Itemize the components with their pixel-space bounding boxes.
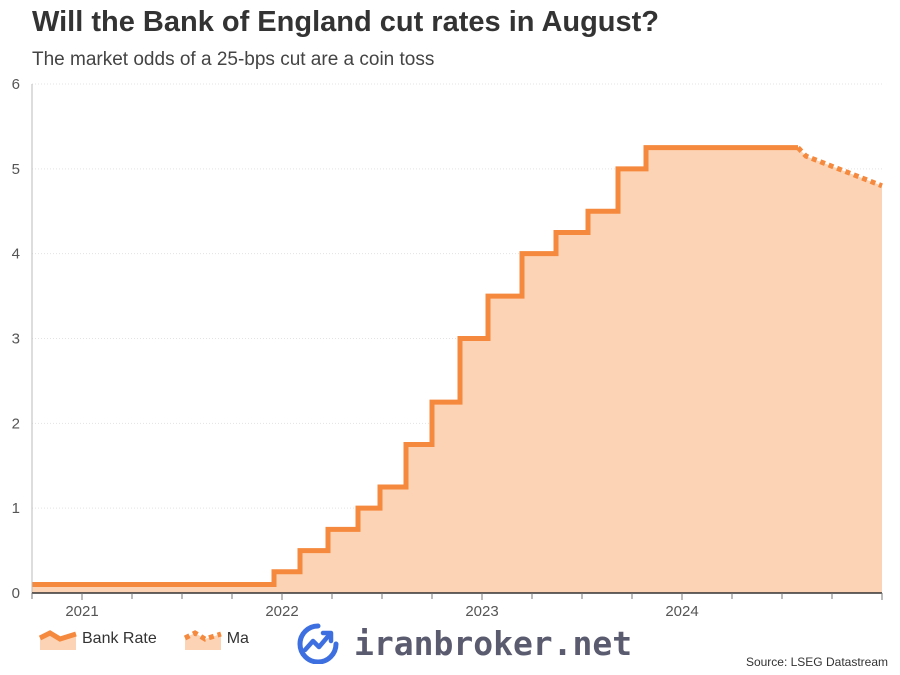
- chart-title: Will the Bank of England cut rates in Au…: [32, 6, 660, 38]
- chart-areas: [32, 147, 882, 593]
- legend-item-bank-rate[interactable]: Bank Rate: [38, 628, 157, 650]
- legend-label-bank-rate: Bank Rate: [82, 630, 157, 647]
- series-line-1: [796, 145, 883, 189]
- trend-up-icon: [297, 623, 339, 664]
- legend-item-market[interactable]: Ma: [183, 628, 249, 650]
- x-tick-labels: 2021 2022 2023 2024: [65, 603, 698, 620]
- x-tick-label: 2022: [265, 603, 298, 620]
- y-tick-label: 2: [12, 415, 20, 432]
- x-tick-label: 2023: [465, 603, 498, 620]
- y-tick-label: 3: [12, 331, 20, 348]
- chart-axes: [31, 84, 883, 600]
- y-tick-labels: 0 1 2 3 4 5 6: [12, 76, 20, 602]
- chart-lines: [32, 145, 883, 588]
- series-line-0: [32, 145, 798, 588]
- legend-swatch-dotted: [183, 630, 222, 650]
- source-note: Source: LSEG Datastream: [745, 655, 888, 669]
- x-tick-label: 2024: [665, 603, 698, 620]
- area-fill: [32, 147, 882, 593]
- y-tick-label: 1: [12, 500, 20, 517]
- watermark-text: iranbroker.net: [354, 623, 633, 663]
- chart-subtitle: The market odds of a 25-bps cut are a co…: [32, 49, 435, 70]
- watermark: iranbroker.net: [296, 622, 632, 664]
- y-tick-label: 5: [12, 161, 20, 178]
- y-tick-label: 6: [12, 76, 20, 93]
- legend-swatch-solid: [38, 630, 77, 650]
- y-tick-label: 0: [12, 585, 20, 602]
- x-tick-label: 2021: [65, 603, 98, 620]
- legend-label-market: Ma: [226, 630, 249, 647]
- legend: Bank Rate Ma: [38, 628, 275, 650]
- y-tick-label: 4: [12, 246, 20, 263]
